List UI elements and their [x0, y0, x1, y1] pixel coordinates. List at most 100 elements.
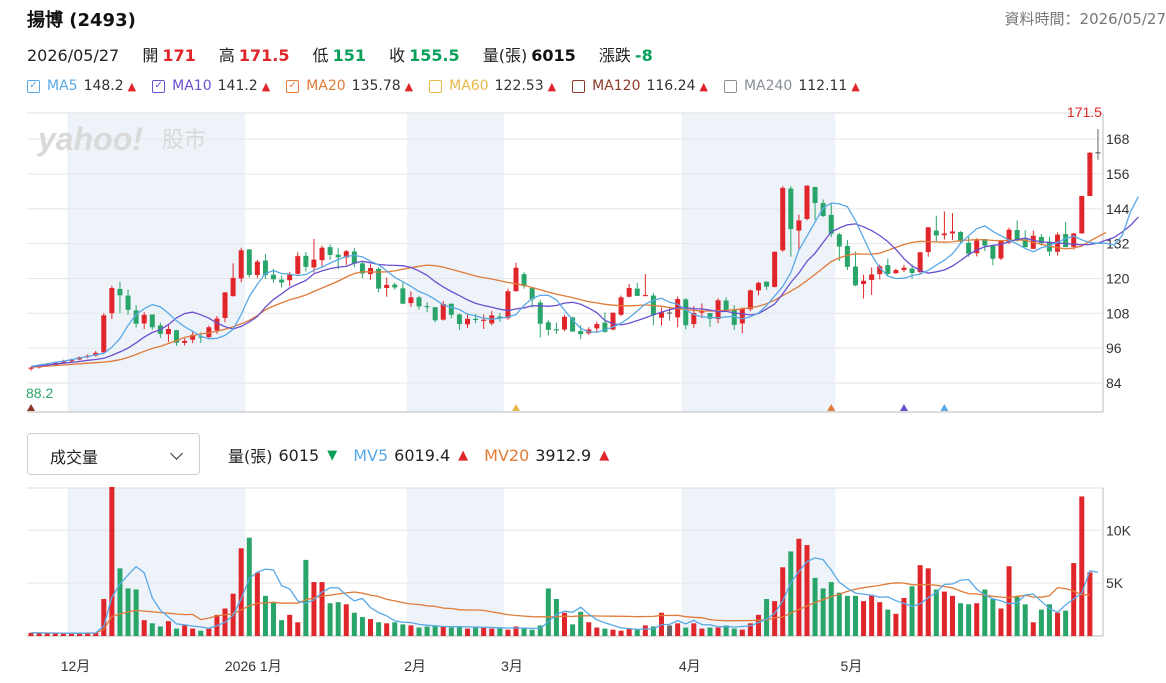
- volume-bar: [198, 630, 204, 636]
- ma5-toggle[interactable]: ✓ MA5 148.2 ▲: [27, 78, 136, 94]
- candle: [141, 312, 147, 329]
- candle: [165, 324, 171, 343]
- candle-body: [109, 288, 115, 314]
- ma20-checkbox[interactable]: ✓: [286, 79, 300, 93]
- candle-body: [990, 245, 996, 259]
- candle-body: [755, 282, 761, 291]
- candle: [949, 213, 955, 240]
- ma120-toggle[interactable]: MA120 116.24 ▲: [572, 78, 708, 94]
- month-band: [681, 113, 836, 412]
- price-tick-label: 144: [1106, 201, 1130, 217]
- candle-body: [440, 304, 446, 320]
- month-band: [67, 488, 246, 636]
- indicator-select-label: 成交量: [50, 448, 99, 467]
- volume-bar: [602, 628, 608, 636]
- ma10-toggle[interactable]: ✓ MA10 141.2 ▲: [152, 78, 270, 94]
- candle: [456, 313, 462, 330]
- candle-body: [658, 312, 664, 318]
- volume-bar: [513, 626, 519, 636]
- candle-body: [368, 268, 374, 275]
- volume-label: 量(張): [482, 46, 528, 65]
- candle: [529, 287, 535, 308]
- candle-body: [691, 313, 697, 325]
- candle-body: [634, 288, 640, 296]
- vol-value: 6015: [278, 445, 320, 465]
- candle-body: [222, 292, 228, 318]
- min-price-label: 88.2: [26, 385, 53, 401]
- volume-bar: [351, 612, 357, 636]
- vol-label: 量(張): [228, 447, 273, 466]
- candle-body: [456, 314, 462, 325]
- candle-body: [351, 251, 357, 264]
- candle: [262, 254, 268, 280]
- month-band: [406, 113, 504, 412]
- change-value: -8: [634, 46, 653, 65]
- volume-bar: [553, 599, 559, 636]
- volume-bar: [481, 627, 487, 636]
- candle-body: [327, 247, 333, 255]
- candle: [545, 319, 551, 336]
- candle: [190, 331, 196, 344]
- candle-body: [626, 288, 632, 297]
- volume-bar: [44, 633, 50, 636]
- ma20-value: 135.78: [351, 78, 401, 94]
- candle-body: [731, 309, 737, 325]
- candle: [642, 274, 648, 297]
- candle: [804, 185, 810, 221]
- volume-bar: [610, 629, 616, 636]
- volume-bar: [578, 611, 584, 636]
- ma20-label: MA20: [306, 78, 346, 94]
- close-value: 155.5: [409, 46, 460, 65]
- volume-bar: [699, 628, 705, 636]
- candle: [319, 245, 325, 267]
- volume-bar: [77, 632, 83, 636]
- ma60-checkbox[interactable]: [429, 79, 443, 93]
- ma10-value: 141.2: [217, 78, 258, 94]
- ma60-value: 122.53: [494, 78, 544, 94]
- volume-bar: [861, 601, 867, 636]
- ma120-checkbox[interactable]: [572, 79, 586, 93]
- ma10-checkbox[interactable]: ✓: [152, 79, 166, 93]
- candle: [311, 238, 317, 273]
- up-arrow-icon: ▲: [127, 79, 137, 93]
- candle-body: [707, 313, 713, 319]
- volume-bar: [448, 627, 454, 636]
- candle: [125, 289, 131, 315]
- candle: [117, 281, 123, 314]
- candle: [392, 282, 398, 290]
- high-value: 171.5: [238, 46, 290, 65]
- volume-bar: [731, 628, 737, 636]
- candle: [755, 281, 761, 296]
- candle-body: [820, 202, 826, 217]
- candle-body: [182, 340, 188, 343]
- candle-body: [303, 255, 309, 267]
- ma60-toggle[interactable]: MA60 122.53 ▲: [429, 78, 556, 94]
- ma20-toggle[interactable]: ✓ MA20 135.78 ▲: [286, 78, 413, 94]
- volume-bar: [141, 620, 147, 636]
- volume-bar: [1079, 496, 1085, 636]
- candle: [1095, 128, 1101, 160]
- ma5-checkbox[interactable]: ✓: [27, 79, 40, 93]
- candle: [343, 250, 349, 265]
- candle-body: [376, 268, 382, 289]
- candle: [416, 295, 422, 310]
- mv20-line: [30, 582, 1090, 634]
- candle-body: [513, 267, 519, 292]
- candle: [658, 307, 664, 326]
- candle-body: [497, 316, 503, 318]
- volume-bar: [303, 559, 309, 636]
- volume-bar: [836, 592, 842, 636]
- candle: [707, 313, 713, 327]
- candle-body: [408, 297, 414, 304]
- ma240-toggle[interactable]: MA240 112.11 ▲: [723, 78, 860, 94]
- volume-bar: [586, 622, 592, 636]
- candle: [990, 244, 996, 266]
- indicator-select[interactable]: 成交量: [27, 433, 200, 475]
- volume-bar: [246, 537, 252, 636]
- candle-body: [545, 322, 551, 330]
- ma240-checkbox[interactable]: [723, 79, 737, 93]
- candle-body: [473, 318, 479, 321]
- volume-bar: [60, 633, 66, 636]
- candle-body: [602, 322, 608, 332]
